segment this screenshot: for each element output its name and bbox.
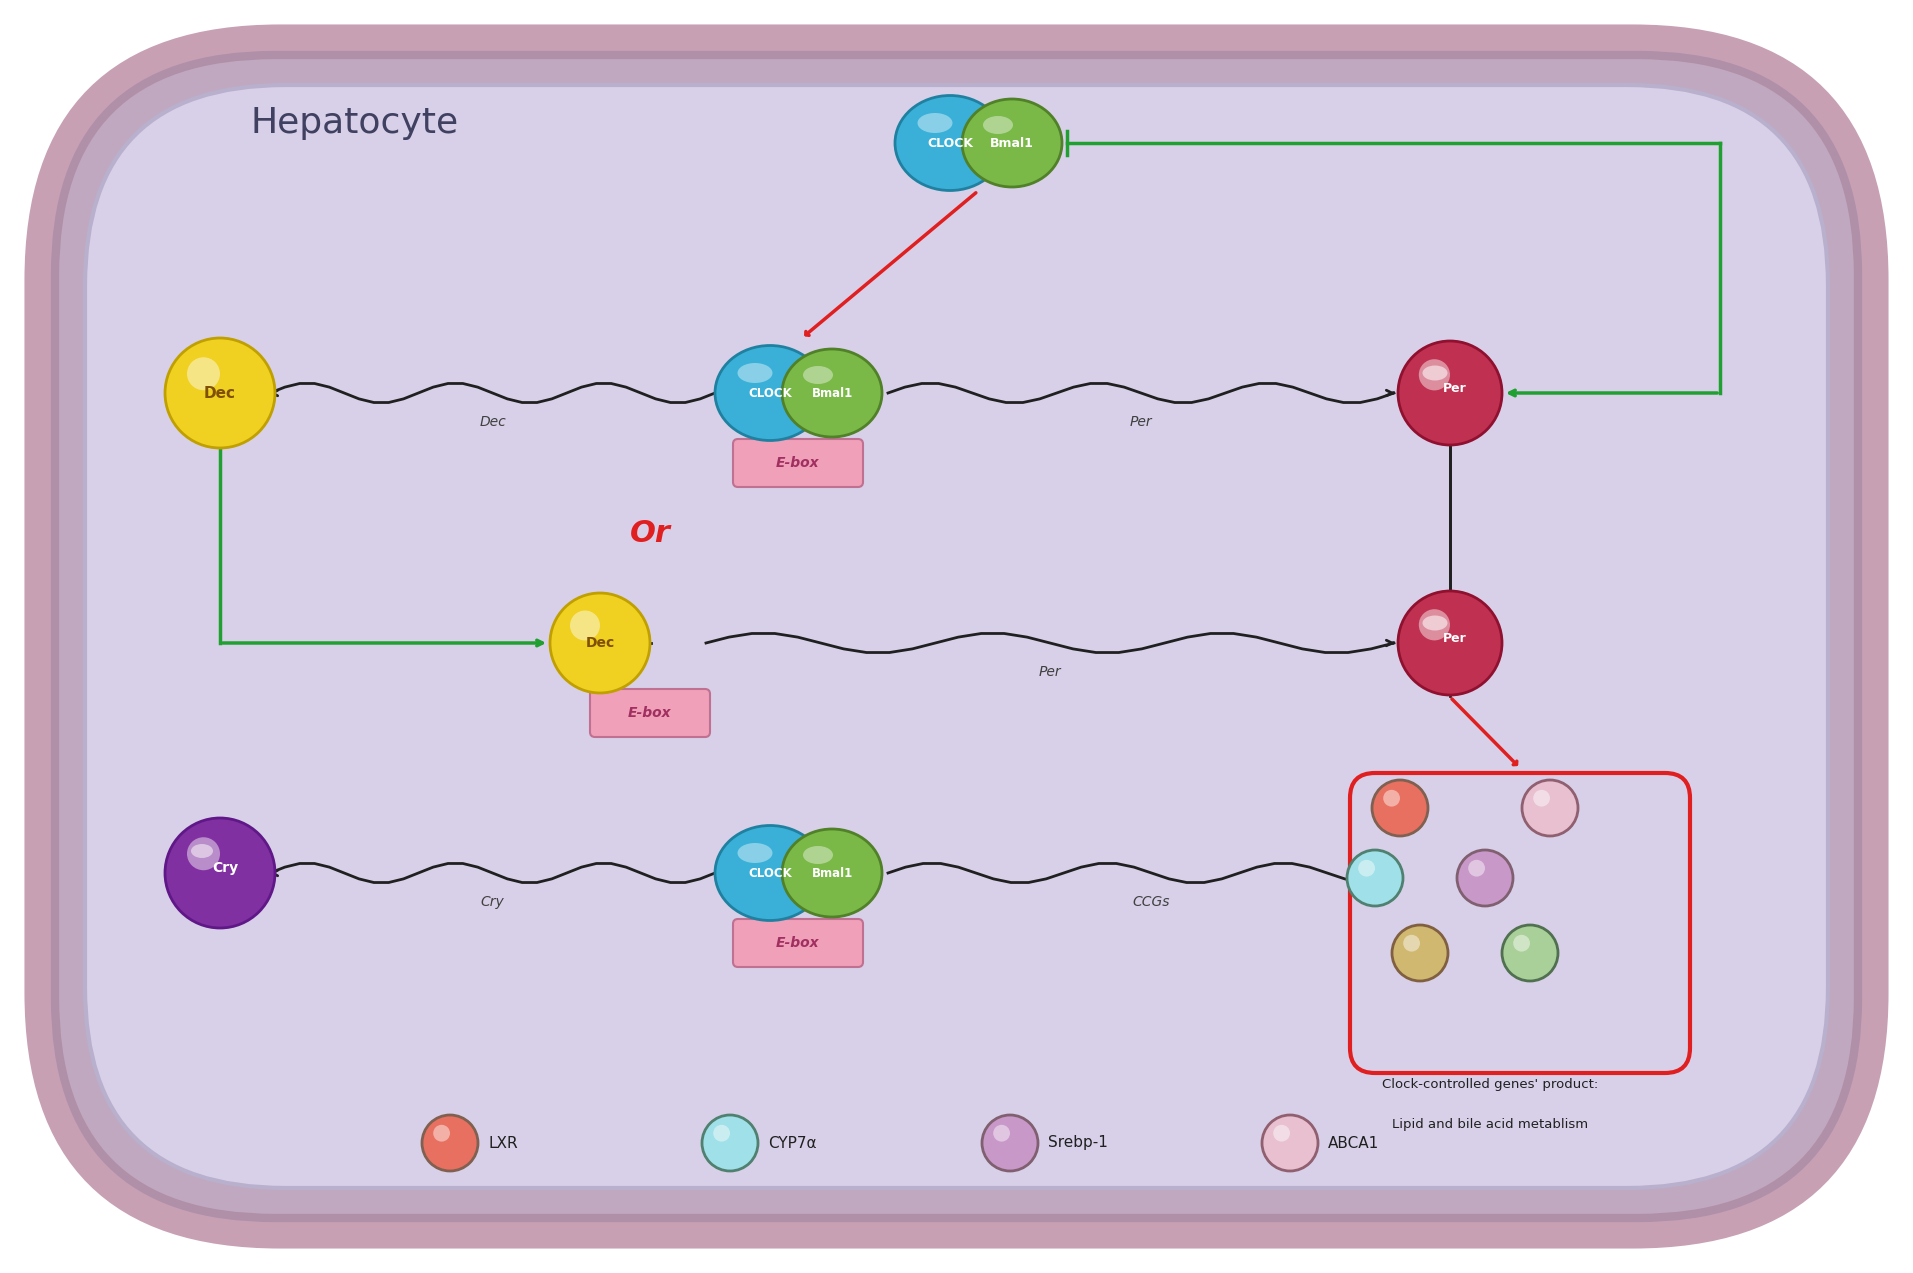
Text: ABCA1: ABCA1 xyxy=(1328,1136,1379,1151)
Text: Per: Per xyxy=(1039,665,1062,679)
Text: Bmal1: Bmal1 xyxy=(991,136,1033,149)
FancyBboxPatch shape xyxy=(733,439,863,488)
Ellipse shape xyxy=(191,844,212,858)
Circle shape xyxy=(165,339,275,448)
Ellipse shape xyxy=(715,825,825,920)
Ellipse shape xyxy=(738,363,773,383)
Ellipse shape xyxy=(918,113,953,132)
FancyBboxPatch shape xyxy=(55,55,1858,1218)
Text: E-box: E-box xyxy=(627,707,671,721)
Circle shape xyxy=(570,611,601,640)
Ellipse shape xyxy=(715,345,825,440)
Circle shape xyxy=(1398,591,1502,695)
FancyBboxPatch shape xyxy=(733,919,863,967)
Circle shape xyxy=(187,838,220,871)
Ellipse shape xyxy=(782,829,882,917)
Text: CCGs: CCGs xyxy=(1132,895,1171,909)
Text: Cry: Cry xyxy=(212,861,237,875)
Ellipse shape xyxy=(962,99,1062,187)
Text: Per: Per xyxy=(1131,415,1152,429)
Text: CLOCK: CLOCK xyxy=(928,136,974,149)
Circle shape xyxy=(1383,789,1400,807)
Ellipse shape xyxy=(782,349,882,437)
Text: Clock-controlled genes' product:: Clock-controlled genes' product: xyxy=(1381,1078,1597,1091)
Circle shape xyxy=(1523,780,1578,836)
Text: CYP7α: CYP7α xyxy=(767,1136,817,1151)
Circle shape xyxy=(981,1115,1039,1171)
Text: Bmal1: Bmal1 xyxy=(811,867,853,880)
Circle shape xyxy=(1458,850,1513,906)
Circle shape xyxy=(1404,934,1419,952)
Ellipse shape xyxy=(803,367,832,384)
Text: Dec: Dec xyxy=(478,415,505,429)
Circle shape xyxy=(1502,925,1557,981)
Circle shape xyxy=(432,1125,450,1142)
Text: Per: Per xyxy=(1442,382,1467,395)
Circle shape xyxy=(1467,859,1484,877)
Ellipse shape xyxy=(1423,616,1448,630)
Circle shape xyxy=(1419,359,1450,391)
Text: Hepatocyte: Hepatocyte xyxy=(251,106,457,140)
Text: Cry: Cry xyxy=(480,895,505,909)
Circle shape xyxy=(1393,925,1448,981)
Circle shape xyxy=(1419,610,1450,640)
FancyBboxPatch shape xyxy=(1351,773,1689,1073)
Circle shape xyxy=(714,1125,731,1142)
Circle shape xyxy=(1274,1125,1289,1142)
FancyBboxPatch shape xyxy=(589,689,710,737)
Circle shape xyxy=(423,1115,478,1171)
Circle shape xyxy=(1372,780,1427,836)
Circle shape xyxy=(1532,789,1550,807)
Circle shape xyxy=(1347,850,1402,906)
Text: CLOCK: CLOCK xyxy=(748,387,792,400)
FancyBboxPatch shape xyxy=(84,85,1829,1188)
Circle shape xyxy=(1513,934,1530,952)
Text: Bmal1: Bmal1 xyxy=(811,387,853,400)
Ellipse shape xyxy=(895,95,1004,191)
Circle shape xyxy=(702,1115,758,1171)
Circle shape xyxy=(1358,859,1375,877)
Text: LXR: LXR xyxy=(488,1136,518,1151)
Text: Lipid and bile acid metablism: Lipid and bile acid metablism xyxy=(1393,1118,1588,1130)
Text: E-box: E-box xyxy=(777,456,821,470)
Circle shape xyxy=(187,358,220,391)
Text: Per: Per xyxy=(1442,631,1467,644)
Ellipse shape xyxy=(983,116,1014,134)
Text: E-box: E-box xyxy=(777,936,821,950)
Circle shape xyxy=(1263,1115,1318,1171)
Text: Dec: Dec xyxy=(205,386,235,401)
Text: Srebp-1: Srebp-1 xyxy=(1048,1136,1108,1151)
Circle shape xyxy=(993,1125,1010,1142)
FancyBboxPatch shape xyxy=(31,31,1882,1242)
Circle shape xyxy=(1398,341,1502,446)
Text: CLOCK: CLOCK xyxy=(748,867,792,880)
Text: Or: Or xyxy=(629,518,670,547)
Text: Dec: Dec xyxy=(585,636,614,651)
Circle shape xyxy=(551,593,650,693)
Circle shape xyxy=(165,819,275,928)
Ellipse shape xyxy=(738,843,773,863)
Ellipse shape xyxy=(803,847,832,864)
Ellipse shape xyxy=(1423,365,1448,381)
